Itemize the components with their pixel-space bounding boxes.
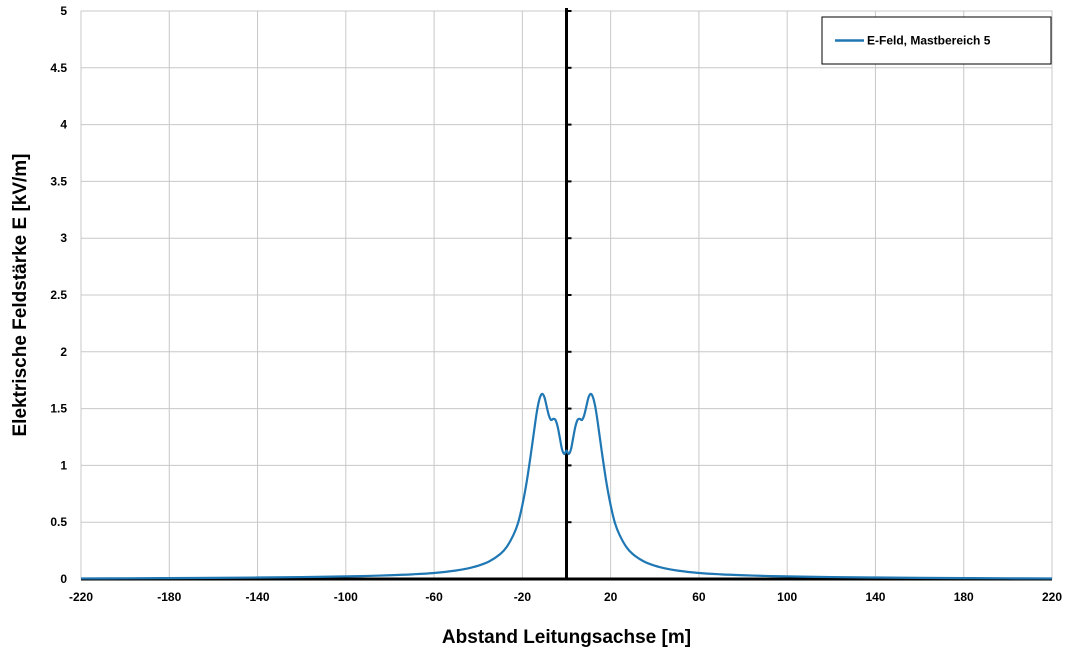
x-tick-label: 20 [604,590,618,604]
y-tick-label: 5 [60,4,67,18]
x-tick-label: -140 [246,590,270,604]
x-tick-label: 140 [865,590,885,604]
y-tick-label: 4.5 [50,61,67,75]
x-tick-label: 180 [954,590,974,604]
x-tick-label: 220 [1042,590,1062,604]
x-tick-label: -60 [425,590,443,604]
tick-labels: -220 -180 -140 -100 -60 -20 20 60 100 140 180 220 0 0… [50,4,1062,604]
y-tick-label: 1 [60,458,67,472]
legend-label: E-Feld, Mastbereich 5 [867,34,991,48]
series-line-0 [80,392,1053,580]
legend: E-Feld, Mastbereich 5 [821,16,1052,65]
y-tick-label: 4 [60,118,67,132]
y-tick-label: 1.5 [50,402,67,416]
y-tick-label: 3 [60,231,67,245]
y-tick-label: 2 [60,345,67,359]
y-tick-label: 0 [60,572,67,586]
x-tick-label: 100 [777,590,797,604]
x-tick-label: 60 [692,590,706,604]
x-tick-label: -100 [334,590,358,604]
x-tick-label: -180 [157,590,181,604]
y-axis-title: Elektrische Feldstärke E [kV/m] [10,153,31,436]
y-tick-label: 0.5 [50,515,67,529]
y-tick-label: 3.5 [50,174,67,188]
x-axis-title: Abstand Leitungsachse [m] [442,627,691,648]
axes [81,8,1052,581]
series-layer [80,392,1053,580]
x-tick-label: -20 [514,590,532,604]
y-tick-label: 2.5 [50,288,67,302]
x-tick-label: -220 [69,590,93,604]
